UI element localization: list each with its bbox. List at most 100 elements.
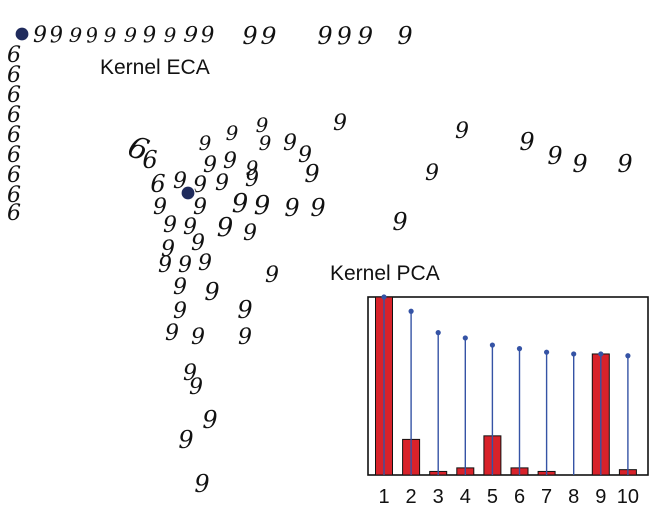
digit-glyph: 9 <box>246 156 259 180</box>
digit-glyph: 9 <box>232 189 249 219</box>
digit-glyph: 9 <box>226 121 239 145</box>
entropy-stem-marker <box>435 330 441 336</box>
x-tick-label: 6 <box>514 486 525 508</box>
digit-glyph: 9 <box>259 131 272 155</box>
entropy-stems <box>381 294 631 475</box>
digit-glyph: 9 <box>165 321 179 346</box>
digit-glyph: 9 <box>336 22 353 51</box>
digit-glyph: 9 <box>163 213 177 238</box>
digit-glyph: 6 <box>7 183 21 208</box>
digit-glyph: 9 <box>183 215 197 240</box>
kernel-pca-label: Kernel PCA <box>330 262 440 285</box>
digit-glyph: 9 <box>164 23 177 47</box>
digit-glyph: 9 <box>104 23 117 47</box>
digit-glyph: 9 <box>203 153 217 178</box>
digit-glyph: 9 <box>547 142 562 170</box>
entropy-stem-marker <box>408 308 414 314</box>
x-tick-label: 8 <box>568 486 579 508</box>
digit-glyph: 6 <box>7 83 21 108</box>
digit-glyph: 9 <box>519 128 534 156</box>
digit-glyph: 9 <box>265 263 279 288</box>
digit-glyph: 9 <box>153 195 167 220</box>
digit-glyph: 9 <box>178 426 193 454</box>
x-tick-labels: 1 2 3 4 5 6 7 8 9 10 <box>378 486 639 508</box>
digit-glyph: 9 <box>397 22 412 50</box>
entropy-stem-marker <box>489 342 495 348</box>
digit-glyph: 6 <box>7 123 21 148</box>
x-tick-label: 3 <box>433 486 444 508</box>
digit-glyph: 9 <box>298 143 312 168</box>
digit-glyph: 9 <box>256 113 269 137</box>
x-tick-label: 10 <box>617 486 639 508</box>
digit-glyph: 9 <box>304 160 319 188</box>
digit-glyph: 9 <box>199 131 212 155</box>
entropy-stem-marker <box>625 353 631 359</box>
digit-glyph: 9 <box>198 251 212 276</box>
digit-glyph: 9 <box>48 22 64 48</box>
entropy-stem-marker <box>544 349 550 355</box>
digit-glyph: 9 <box>68 23 83 48</box>
digit-glyph: 9 <box>245 167 259 192</box>
digit-glyph: 9 <box>333 111 347 136</box>
highlighted-point <box>14 26 30 42</box>
x-tick-label: 2 <box>406 486 417 508</box>
digit-glyph: 9 <box>310 194 325 222</box>
pca-eigenvalue-inset: 1 2 3 4 5 6 7 8 9 10 <box>367 294 649 508</box>
digit-glyph: 9 <box>260 22 277 51</box>
digit-glyph: 6 <box>7 103 21 128</box>
digit-glyph: 9 <box>238 325 252 350</box>
entropy-stem-marker <box>381 294 387 300</box>
digit-glyph: 9 <box>191 325 205 350</box>
digit-glyph: 6 <box>150 170 165 198</box>
digit-glyph: 9 <box>84 22 100 48</box>
digit-glyph: 9 <box>191 231 205 256</box>
digit-glyph: 9 <box>572 150 587 178</box>
x-tick-label: 7 <box>541 486 552 508</box>
digit-glyph: 9 <box>193 195 207 220</box>
digit-glyph: 9 <box>189 375 203 400</box>
digit-glyph: 9 <box>182 22 199 48</box>
digit-glyph: 9 <box>194 470 209 498</box>
digit-glyph: 9 <box>317 22 332 50</box>
digit-glyph: 9 <box>617 150 632 178</box>
digit-glyph: 9 <box>284 194 299 222</box>
digit-glyph: 6 <box>7 63 21 88</box>
digit-glyph: 9 <box>243 221 257 246</box>
entropy-stem-marker <box>516 346 523 352</box>
digit-glyph: 9 <box>173 275 187 300</box>
digit-glyph: 9 <box>357 22 373 51</box>
digit-glyph: 9 <box>142 23 158 49</box>
x-tick-label: 1 <box>378 486 389 508</box>
digit-glyph: 6 <box>7 201 21 226</box>
digit-glyph: 9 <box>242 22 257 50</box>
x-tick-label: 4 <box>460 486 471 508</box>
digit-glyph: 9 <box>392 208 407 236</box>
digit-glyph: 9 <box>183 361 197 386</box>
digit-glyph: 6 <box>7 43 21 68</box>
digit-glyph: 9 <box>254 191 271 221</box>
digit-glyph: 9 <box>193 173 207 198</box>
digit-glyph: 9 <box>283 131 297 156</box>
entropy-stem-marker <box>598 351 604 357</box>
digit-glyph: 6 <box>7 163 21 188</box>
digit-glyph: 9 <box>123 23 138 48</box>
digit-glyph: 9 <box>215 171 229 196</box>
digit-glyph: 9 <box>425 161 439 186</box>
digit-glyph: 9 <box>158 253 172 278</box>
digit-glyph: 9 <box>173 299 187 324</box>
kernel-eca-label: Kernel ECA <box>100 56 210 79</box>
entropy-stem-marker <box>571 351 577 357</box>
x-tick-label: 5 <box>487 486 498 508</box>
digit-glyph: 9 <box>237 296 252 324</box>
digit-glyph: 9 <box>161 237 175 262</box>
digit-glyph: 9 <box>217 213 234 243</box>
digit-glyph: 6 <box>142 146 157 174</box>
digit-glyph: 9 <box>33 23 47 48</box>
x-tick-label: 9 <box>595 486 606 508</box>
digit-glyph: 9 <box>200 23 215 49</box>
digit-glyph: 9 <box>223 149 237 174</box>
digit-glyph: 9 <box>178 253 192 278</box>
entropy-stem-marker <box>462 335 468 341</box>
